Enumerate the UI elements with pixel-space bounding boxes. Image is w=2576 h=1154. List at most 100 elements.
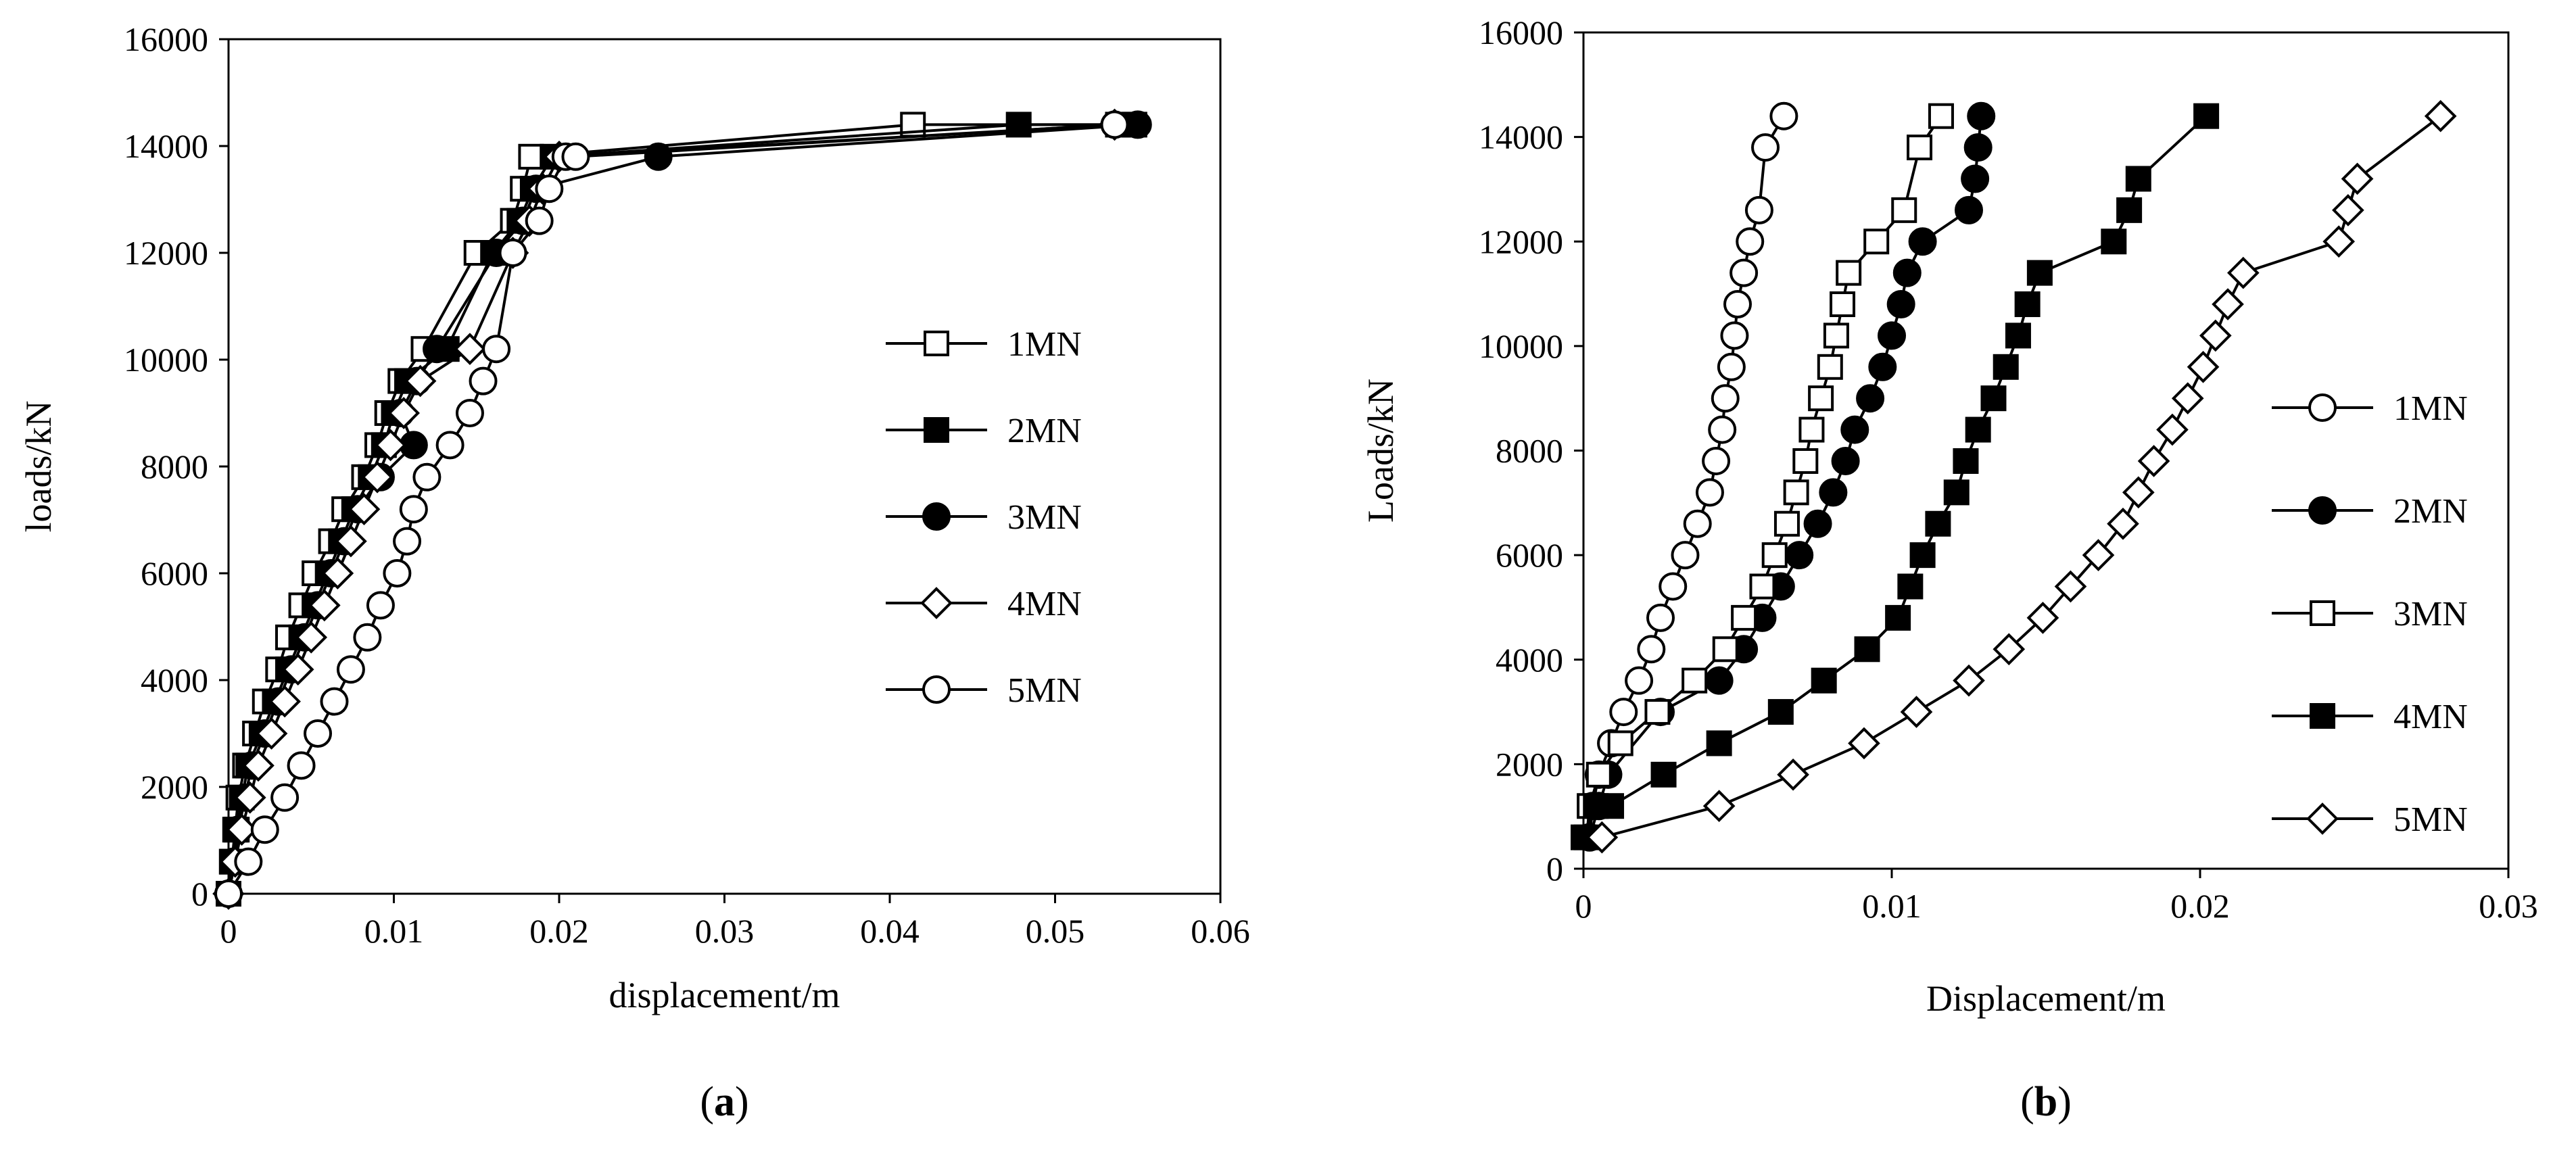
- y-tick-label: 4000: [141, 661, 208, 699]
- data-point: [1637, 635, 1666, 664]
- data-point: [1891, 197, 1917, 223]
- data-point: [336, 655, 365, 684]
- data-point: [1100, 110, 1129, 139]
- y-tick-label: 10000: [1479, 327, 1563, 365]
- legend-item: 2MN: [2272, 492, 2468, 531]
- data-point: [1702, 446, 1731, 475]
- data-point: [1925, 510, 1951, 537]
- data-point: [1702, 790, 1736, 823]
- legend-label: 1MN: [1007, 325, 1082, 364]
- data-point: [1609, 698, 1638, 727]
- data-point: [1744, 195, 1773, 224]
- data-point: [1993, 354, 2019, 380]
- series-line: [1601, 115, 2441, 839]
- legend-label: 1MN: [2393, 389, 2468, 428]
- x-axis-title: displacement/m: [609, 975, 840, 1015]
- data-point: [2341, 162, 2374, 195]
- data-point: [2107, 507, 2139, 540]
- data-point: [1878, 321, 1906, 350]
- data-point: [1848, 727, 1880, 760]
- data-point: [1607, 730, 1633, 756]
- legend-item: 4MN: [2272, 698, 2468, 736]
- data-point: [2322, 225, 2356, 258]
- data-point: [1798, 416, 1825, 443]
- x-tick-label: 0.06: [1191, 912, 1250, 950]
- data-point: [1723, 290, 1752, 319]
- series-line: [1588, 115, 1786, 838]
- series-5MN: [1585, 99, 2457, 854]
- data-point: [1967, 101, 1996, 130]
- data-point: [1650, 761, 1677, 788]
- data-point: [518, 143, 544, 170]
- legend-item: 4MN: [886, 585, 1082, 623]
- data-point: [1761, 542, 1788, 569]
- data-point: [1783, 479, 1809, 506]
- y-tick-label: 16000: [124, 20, 208, 58]
- data-point: [393, 527, 422, 556]
- y-tick-label: 14000: [124, 127, 208, 165]
- data-point: [1854, 636, 1880, 663]
- data-point: [2014, 291, 2041, 318]
- y-tick-label: 10000: [124, 341, 208, 379]
- y-tick-label: 0: [1546, 850, 1563, 888]
- data-point: [1908, 227, 1937, 256]
- legend-marker: [2308, 393, 2337, 422]
- x-tick-label: 0.02: [2170, 887, 2230, 925]
- data-point: [1892, 258, 1922, 287]
- data-point: [1767, 699, 1794, 725]
- data-point: [435, 431, 464, 460]
- data-point: [535, 174, 564, 203]
- data-point: [1963, 133, 1993, 162]
- data-point: [366, 591, 395, 620]
- data-point: [1695, 478, 1724, 507]
- data-point: [469, 366, 498, 395]
- data-point: [1785, 541, 1814, 570]
- data-point: [353, 623, 382, 652]
- data-point: [1717, 352, 1746, 381]
- legend-marker: [2310, 600, 2335, 626]
- data-point: [308, 589, 341, 622]
- panel-letter: a: [714, 1079, 735, 1125]
- data-point: [250, 815, 279, 844]
- data-point: [1704, 666, 1734, 695]
- data-point: [561, 142, 590, 171]
- data-point: [1909, 542, 1936, 569]
- data-point: [1836, 260, 1862, 286]
- legend-item: 3MN: [886, 498, 1082, 537]
- data-point: [1811, 667, 1837, 694]
- data-point: [1585, 761, 1612, 788]
- panel-b-chart: 0 0.01 0.02 0.03 0 2000 4000 6000 8000 10000 12000…: [1360, 14, 2538, 1125]
- data-point: [1736, 227, 1765, 256]
- data-point: [1863, 229, 1890, 255]
- y-tick-label: 16000: [1479, 14, 1563, 51]
- data-point: [2026, 260, 2053, 286]
- y-tick-label: 12000: [124, 234, 208, 272]
- y-tick-label: 6000: [141, 554, 208, 592]
- data-point: [361, 460, 393, 494]
- data-point: [2116, 197, 2143, 223]
- data-point: [525, 206, 554, 235]
- data-point: [1953, 664, 1985, 697]
- data-point: [1900, 696, 1933, 728]
- data-point: [1769, 101, 1798, 130]
- series-4MN: [1571, 103, 2220, 850]
- series-2MN: [1575, 101, 1996, 852]
- data-point: [1731, 604, 1757, 631]
- y-tick-label: 6000: [1496, 536, 1563, 574]
- data-point: [1823, 322, 1849, 349]
- data-point: [1885, 604, 1911, 631]
- y-axis-title: Loads/kN: [1360, 379, 1401, 523]
- legend-item: 5MN: [2272, 800, 2468, 839]
- data-point: [1712, 636, 1738, 663]
- legend-marker: [922, 502, 951, 531]
- x-tick-label: 0.03: [695, 912, 755, 950]
- data-point: [2026, 602, 2059, 634]
- data-point: [1711, 384, 1740, 413]
- data-point: [2187, 350, 2220, 383]
- legend-marker: [922, 675, 951, 704]
- data-point: [1598, 793, 1625, 819]
- data-point: [2101, 229, 2127, 255]
- data-point: [1840, 415, 1869, 444]
- data-point: [287, 751, 316, 780]
